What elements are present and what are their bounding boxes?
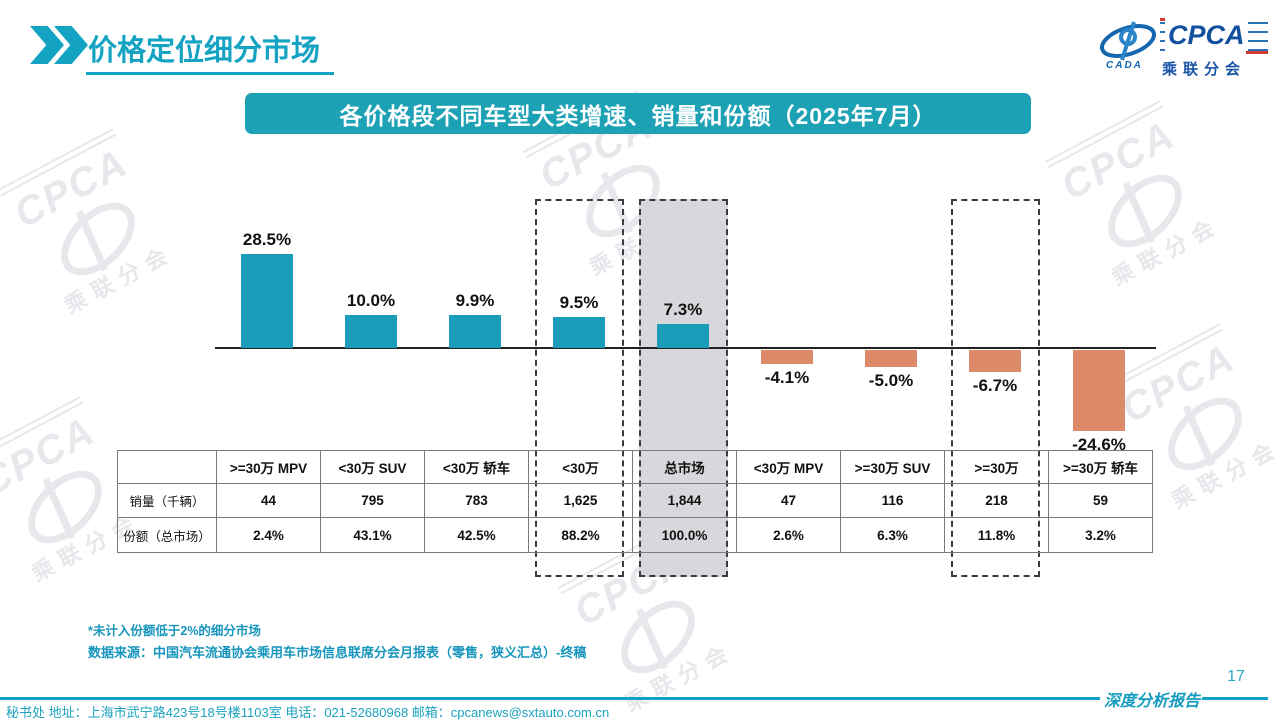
table-cell: 218 (944, 483, 1049, 518)
bar-positive (241, 253, 293, 348)
bar-positive (345, 315, 397, 348)
row-label: 份额（总市场） (117, 517, 217, 553)
secretariat-address: 秘书处 地址：上海市武宁路423号18号楼1103室 电话：021-526809… (6, 705, 610, 720)
footnotes: *未计入份额低于2%的细分市场 数据来源：中国汽车流通协会乘用车市场信息联席分会… (88, 620, 586, 661)
column-header: >=30万 SUV (840, 450, 945, 484)
bar-value-label: 9.9% (455, 291, 495, 311)
column-header: <30万 SUV (320, 450, 425, 484)
table-cell: 3.2% (1048, 517, 1153, 553)
cpca-logo-swoosh-icon (1100, 21, 1156, 61)
page-title: 价格定位细分市场 (86, 27, 335, 75)
bar-negative (1073, 350, 1125, 432)
column-header: <30万 轿车 (424, 450, 529, 484)
footnote-share-threshold: *未计入份额低于2%的细分市场 (88, 624, 261, 638)
table-cell: 88.2% (528, 517, 633, 553)
bar-value-label: -4.1% (764, 367, 810, 387)
bar-value-label: -5.0% (868, 370, 914, 390)
table-cell: 1,625 (528, 483, 633, 518)
table-cell: 11.8% (944, 517, 1049, 553)
bar-value-label: -6.7% (972, 376, 1018, 396)
table-corner-cell (117, 450, 217, 484)
table-cell: 1,844 (632, 483, 737, 518)
cpca-chinese-name: 乘联分会 (1162, 61, 1247, 78)
bar-negative (865, 350, 917, 367)
bar-value-label: 10.0% (346, 291, 396, 310)
highlight-box-dashed (950, 199, 1040, 577)
footer-divider-line (0, 697, 1100, 700)
table-cell: 59 (1048, 483, 1153, 518)
x-axis-line (215, 347, 1156, 349)
column-header: <30万 MPV (736, 450, 841, 484)
table-cell: 42.5% (424, 517, 529, 553)
bar-negative (969, 350, 1021, 373)
column-header: 总市场 (632, 450, 737, 484)
bar-positive (449, 315, 501, 348)
bar-value-label: 9.5% (559, 292, 599, 312)
footer-divider-line (1202, 697, 1268, 700)
table-row: 销量（千辆） 44 795 783 1,625 1,844 47 116 218 59 (117, 483, 1153, 518)
column-header: >=30万 MPV (216, 450, 321, 484)
bar-value-label: 28.5% (242, 229, 292, 249)
cpca-wordmark-block: CPCA 乘联分会 (1160, 18, 1268, 78)
table-cell: 43.1% (320, 517, 425, 553)
footnote-data-source: 数据来源：中国汽车流通协会乘用车市场信息联席分会月报表（零售，狭义汇总）-终稿 (88, 645, 587, 660)
column-header: >=30万 (944, 450, 1049, 484)
table-cell: 44 (216, 483, 321, 518)
table-cell: 116 (840, 483, 945, 518)
cada-wordmark: CADA (1106, 60, 1143, 71)
table-cell: 795 (320, 483, 425, 518)
table-cell: 2.4% (216, 517, 321, 553)
page-number: 17 (1227, 668, 1245, 685)
table-cell: 2.6% (736, 517, 841, 553)
bar-value-label: 7.3% (663, 299, 703, 319)
column-header: <30万 (528, 450, 633, 484)
logo-red-stripe (1246, 51, 1268, 54)
data-table: >=30万 MPV <30万 SUV <30万 轿车 <30万 总市场 <30万 MPV >… (117, 450, 1153, 553)
table-cell: 47 (736, 483, 841, 518)
table-cell: 6.3% (840, 517, 945, 553)
bar-negative (761, 350, 813, 364)
bar-positive (657, 323, 709, 348)
report-type-label: 深度分析报告 (1104, 691, 1201, 710)
table-cell: 100.0% (632, 517, 737, 553)
cpca-wordmark: CPCA (1165, 18, 1248, 51)
bar-value-label: -24.6% (1072, 435, 1126, 455)
column-header: >=30万 轿车 (1048, 450, 1153, 484)
row-label: 销量（千辆） (117, 483, 217, 518)
chart-title-banner: 各价格段不同车型大类增速、销量和份额（2025年7月） (245, 93, 1031, 134)
bar-positive (553, 316, 605, 348)
cpca-logo: CADA CPCA 乘联分会 (1098, 16, 1268, 78)
table-cell: 783 (424, 483, 529, 518)
table-row: 份额（总市场） 2.4% 43.1% 42.5% 88.2% 100.0% 2.6% 6.3%… (117, 517, 1153, 553)
